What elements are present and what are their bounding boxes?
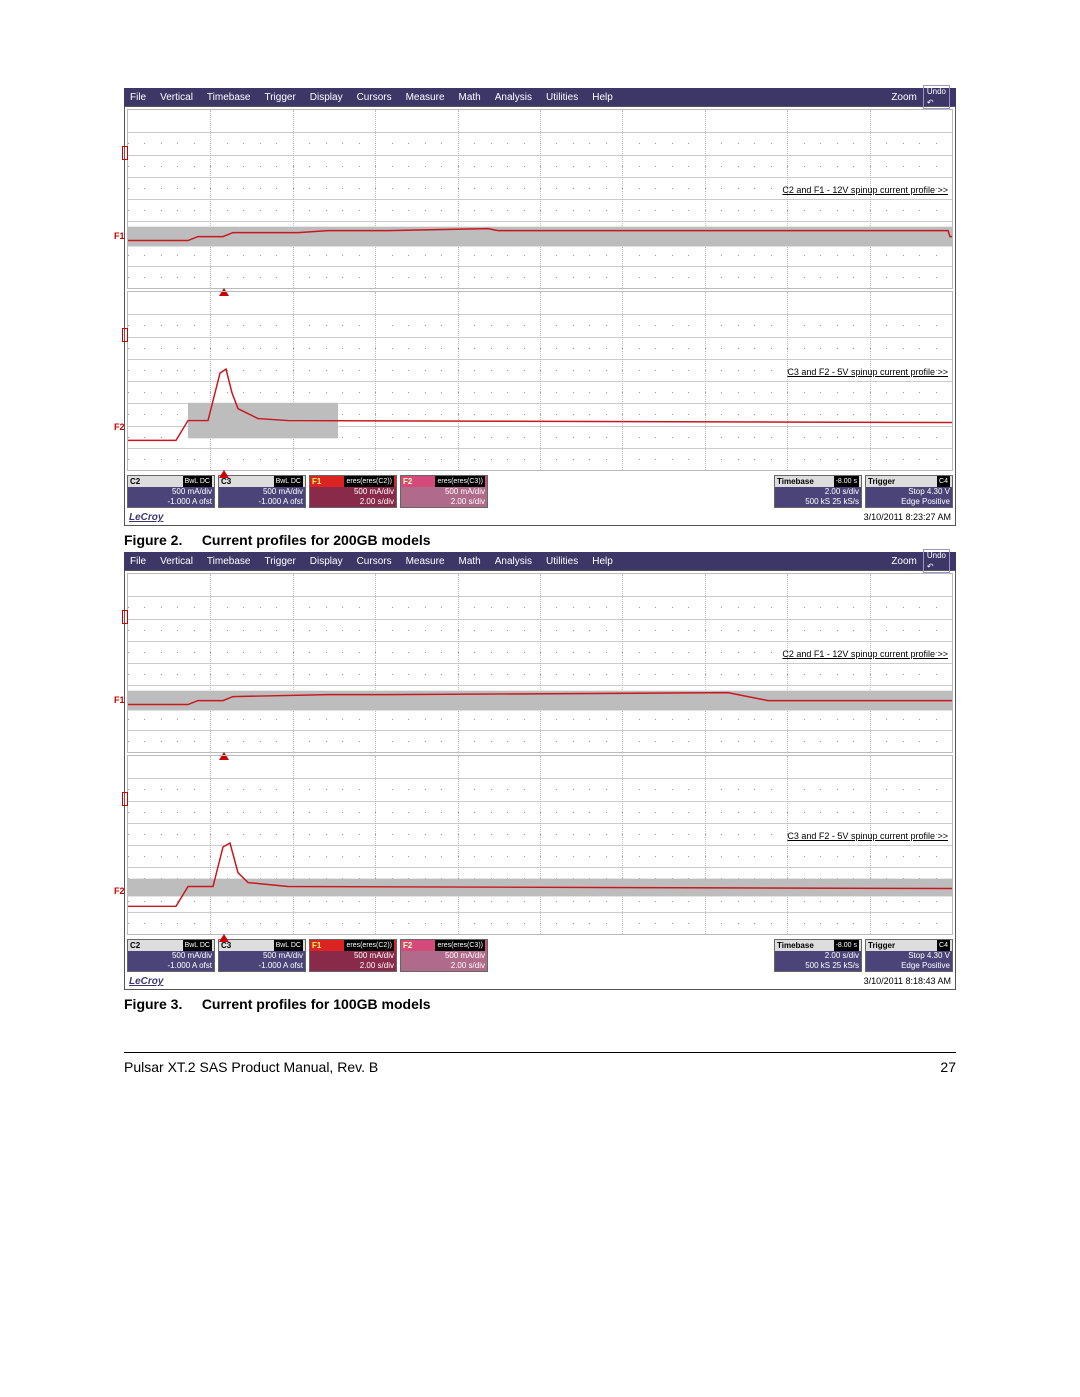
menu-math[interactable]: Math (459, 556, 481, 567)
figure-number: Figure 3. (124, 996, 182, 1012)
timestamp: 3/10/2011 8:18:43 AM (864, 976, 951, 987)
lecroy-logo: LeCroy (129, 976, 163, 987)
figure-caption: Figure 3. Current profiles for 100GB mod… (124, 996, 956, 1012)
menu-file[interactable]: File (130, 556, 146, 567)
info-box: Timebase-8.00 s 2.00 s/div500 kS 25 kS/s (774, 475, 862, 508)
scope-panel: F2 C3 and F2 - 5V spinup current profile… (127, 291, 953, 471)
panel-annotation: C2 and F1 - 12V spinup current profile >… (782, 649, 948, 659)
menu-timebase[interactable]: Timebase (207, 92, 251, 103)
zoom-label[interactable]: Zoom (891, 92, 917, 103)
oscilloscope-screenshot: File Vertical Timebase Trigger Display Cursor… (124, 552, 956, 990)
panel-annotation: C3 and F2 - 5V spinup current profile >> (787, 367, 948, 377)
trigger-marker (219, 934, 229, 942)
trigger-tick (122, 610, 128, 624)
channel-label: F1 (114, 695, 125, 705)
lecroy-logo: LeCroy (129, 512, 163, 523)
undo-button[interactable]: Undo↶ (923, 549, 950, 573)
channel-label: F2 (114, 422, 125, 432)
menu-display[interactable]: Display (310, 92, 343, 103)
undo-button[interactable]: Undo↶ (923, 85, 950, 109)
menu-utilities[interactable]: Utilities (546, 556, 578, 567)
trigger-marker (219, 470, 229, 478)
page-number: 27 (940, 1059, 956, 1075)
panel-annotation: C2 and F1 - 12V spinup current profile >… (782, 185, 948, 195)
channel-label: F2 (114, 886, 125, 896)
menu-help[interactable]: Help (592, 92, 613, 103)
menu-analysis[interactable]: Analysis (495, 556, 532, 567)
menu-display[interactable]: Display (310, 556, 343, 567)
trigger-tick (122, 146, 128, 160)
menu-cursors[interactable]: Cursors (357, 556, 392, 567)
oscilloscope-screenshot: File Vertical Timebase Trigger Display Cursor… (124, 88, 956, 526)
menu-timebase[interactable]: Timebase (207, 556, 251, 567)
channel-label: F1 (114, 231, 125, 241)
footer-title: Pulsar XT.2 SAS Product Manual, Rev. B (124, 1059, 378, 1075)
info-row: C2BwL DC 500 mA/div-1.000 A ofst C3BwL D… (125, 937, 955, 974)
scope-panel: F1 C2 and F1 - 12V spinup current profil… (127, 573, 953, 753)
info-row: C2BwL DC 500 mA/div-1.000 A ofst C3BwL D… (125, 473, 955, 510)
info-box: F1eres(eres(C2)) 500 mA/div2.00 s/div (309, 939, 397, 972)
info-box: C2BwL DC 500 mA/div-1.000 A ofst (127, 939, 215, 972)
info-box: TriggerC4 Stop 4.30 VEdge Positive (865, 475, 953, 508)
scope-menubar: File Vertical Timebase Trigger Display Cursor… (124, 552, 956, 570)
page: File Vertical Timebase Trigger Display Cursor… (0, 0, 1080, 1125)
info-box: F2eres(eres(C3)) 500 mA/div2.00 s/div (400, 939, 488, 972)
scope-display: F1 C2 and F1 - 12V spinup current profil… (124, 106, 956, 526)
scope-panel: F2 C3 and F2 - 5V spinup current profile… (127, 755, 953, 935)
trigger-tick (122, 792, 128, 806)
info-box: F2eres(eres(C3)) 500 mA/div2.00 s/div (400, 475, 488, 508)
scope-panel: F1 C2 and F1 - 12V spinup current profil… (127, 109, 953, 289)
timestamp: 3/10/2011 8:23:27 AM (864, 512, 951, 523)
menu-trigger[interactable]: Trigger (264, 556, 295, 567)
figure-title: Current profiles for 100GB models (202, 996, 431, 1012)
info-box: C3BwL DC 500 mA/div-1.000 A ofst (218, 939, 306, 972)
menu-help[interactable]: Help (592, 556, 613, 567)
menu-trigger[interactable]: Trigger (264, 92, 295, 103)
page-footer: Pulsar XT.2 SAS Product Manual, Rev. B 2… (124, 1052, 956, 1075)
scope-menubar: File Vertical Timebase Trigger Display Cursor… (124, 88, 956, 106)
info-box: C2BwL DC 500 mA/div-1.000 A ofst (127, 475, 215, 508)
menu-math[interactable]: Math (459, 92, 481, 103)
menu-analysis[interactable]: Analysis (495, 92, 532, 103)
figure-title: Current profiles for 200GB models (202, 532, 431, 548)
logo-row: LeCroy 3/10/2011 8:18:43 AM (125, 974, 955, 989)
trigger-tick (122, 328, 128, 342)
menu-vertical[interactable]: Vertical (160, 92, 193, 103)
logo-row: LeCroy 3/10/2011 8:23:27 AM (125, 510, 955, 525)
menu-utilities[interactable]: Utilities (546, 92, 578, 103)
menu-measure[interactable]: Measure (406, 556, 445, 567)
info-box: Timebase-8.00 s 2.00 s/div500 kS 25 kS/s (774, 939, 862, 972)
info-box: C3BwL DC 500 mA/div-1.000 A ofst (218, 475, 306, 508)
figure-number: Figure 2. (124, 532, 182, 548)
info-box: TriggerC4 Stop 4.30 VEdge Positive (865, 939, 953, 972)
menu-cursors[interactable]: Cursors (357, 92, 392, 103)
zoom-label[interactable]: Zoom (891, 556, 917, 567)
menu-file[interactable]: File (130, 92, 146, 103)
menu-measure[interactable]: Measure (406, 92, 445, 103)
figure-caption: Figure 2. Current profiles for 200GB mod… (124, 532, 956, 548)
info-box: F1eres(eres(C2)) 500 mA/div2.00 s/div (309, 475, 397, 508)
menu-vertical[interactable]: Vertical (160, 556, 193, 567)
panel-annotation: C3 and F2 - 5V spinup current profile >> (787, 831, 948, 841)
scope-display: F1 C2 and F1 - 12V spinup current profil… (124, 570, 956, 990)
